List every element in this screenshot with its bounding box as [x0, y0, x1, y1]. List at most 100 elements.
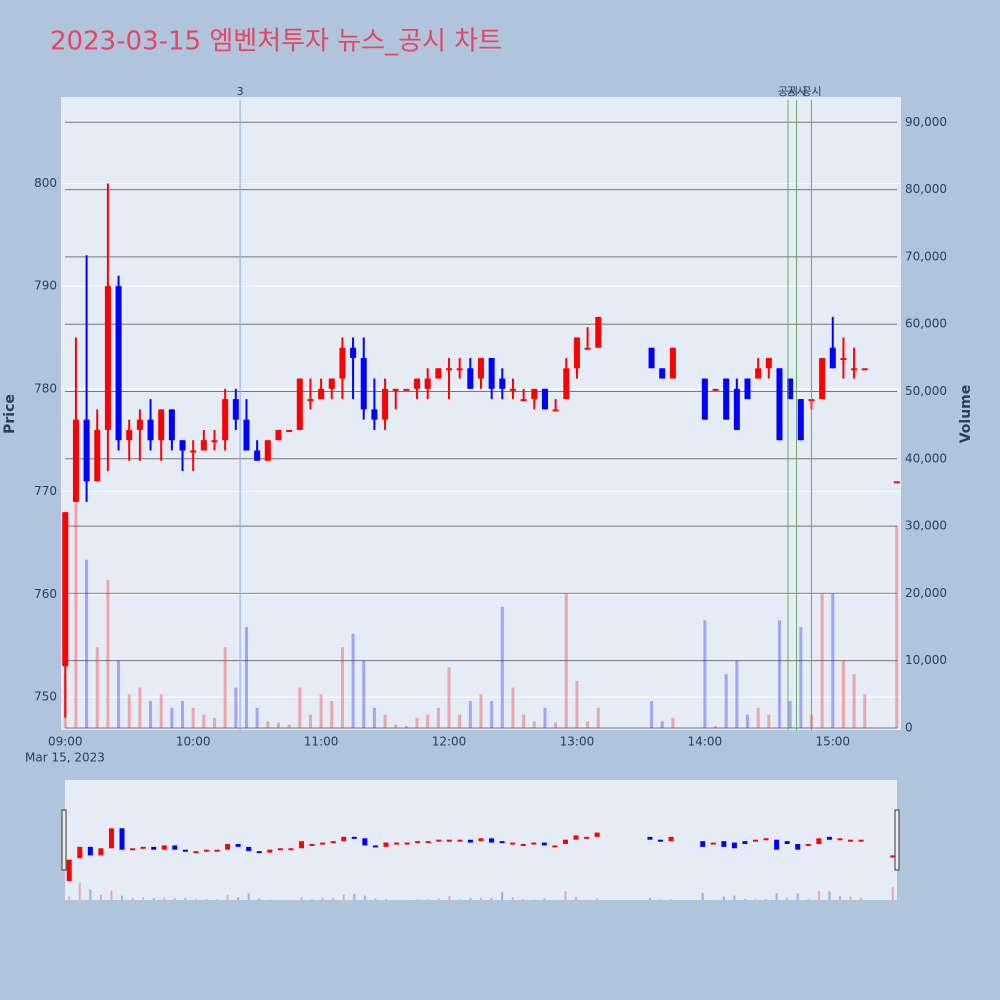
candle-body	[115, 286, 122, 441]
candle-body	[595, 316, 602, 348]
x-tick-label: 15:00	[815, 735, 850, 749]
candle-body	[531, 388, 538, 400]
candle-body	[509, 388, 516, 391]
candle-body	[72, 419, 79, 502]
y2-tick-label: 50,000	[905, 384, 947, 398]
volume-bar	[202, 714, 206, 728]
mini-candle	[267, 849, 273, 853]
mini-volume-bar	[237, 897, 240, 900]
annotation-label: 공시	[801, 85, 821, 98]
mini-volume-bar	[722, 896, 725, 900]
y-tick-label: 750	[34, 690, 57, 704]
mini-candle	[562, 839, 568, 844]
mini-candle	[256, 851, 262, 854]
volume-bar	[394, 724, 398, 728]
mini-volume-bar	[427, 899, 430, 900]
mini-volume-bar	[838, 895, 841, 900]
mini-candle	[531, 842, 537, 845]
volume-bar	[863, 694, 867, 728]
candle-body	[211, 440, 218, 443]
candle-body	[787, 378, 794, 400]
candle-body	[744, 378, 751, 400]
mini-volume-bar	[448, 896, 451, 900]
volume-bar	[117, 660, 121, 728]
candle-body	[499, 378, 506, 389]
mini-volume-bar	[68, 896, 71, 900]
candle-body	[712, 388, 719, 391]
candle-body	[179, 440, 186, 451]
candle-body	[286, 429, 293, 432]
volume-bar	[703, 620, 707, 728]
mini-volume-bar	[796, 893, 799, 900]
y-tick-label: 760	[34, 587, 57, 601]
volume-bar	[511, 687, 515, 728]
x-tick-label: 10:00	[176, 735, 211, 749]
mini-candle	[837, 838, 843, 841]
volume-bar	[362, 660, 366, 728]
y-tick-label: 800	[34, 176, 57, 190]
y2-tick-label: 10,000	[905, 653, 947, 667]
candle-body	[94, 429, 101, 482]
candle-body	[840, 358, 847, 361]
candle-body	[371, 409, 378, 420]
y-tick-label: 770	[34, 484, 57, 498]
mini-candle	[795, 844, 801, 850]
volume-bar	[426, 714, 430, 728]
mini-volume-bar	[321, 897, 324, 900]
mini-volume-bar	[363, 895, 366, 900]
candle-body	[136, 419, 143, 430]
mini-candle	[203, 849, 209, 852]
slider-handle-right[interactable]	[894, 809, 900, 871]
mini-volume-bar	[152, 898, 155, 900]
mini-volume-bar	[131, 897, 134, 900]
volume-bar	[586, 721, 590, 728]
candle-body	[296, 378, 303, 430]
mini-volume-bar	[194, 898, 197, 900]
volume-bar	[543, 707, 547, 728]
candle-body	[723, 378, 730, 420]
y-axis-title: Price	[2, 394, 18, 434]
mini-candle	[721, 841, 727, 847]
candle-body	[403, 388, 410, 391]
volume-bar	[650, 701, 654, 728]
candle-body	[126, 429, 133, 441]
mini-candle	[87, 846, 93, 856]
mini-candle	[172, 845, 178, 850]
volume-bar	[287, 724, 291, 728]
candle-body	[158, 409, 165, 441]
candle-body	[318, 388, 325, 400]
candle-body	[851, 368, 858, 371]
volume-bar	[788, 701, 792, 728]
mini-volume-bar	[353, 893, 356, 900]
mini-volume-bar	[437, 898, 440, 900]
volume-bar	[447, 667, 451, 728]
mini-volume-bar	[701, 893, 704, 900]
candle-body	[755, 368, 762, 379]
mini-candle	[277, 848, 283, 851]
mini-volume-bar	[817, 891, 820, 900]
volume-bar	[372, 707, 376, 728]
candle-body	[275, 429, 282, 441]
mini-volume-bar	[142, 897, 145, 900]
mini-volume-bar	[205, 899, 208, 900]
mini-volume-bar	[247, 893, 250, 900]
mini-volume-bar	[173, 898, 176, 900]
mini-candle	[742, 841, 748, 844]
mini-candle	[478, 838, 484, 842]
candle-body	[83, 419, 90, 482]
volume-bar	[191, 707, 195, 728]
volume-bar	[276, 722, 280, 728]
candle-body	[414, 378, 421, 389]
mini-volume-bar	[184, 898, 187, 900]
volume-bar	[319, 694, 323, 728]
slider-handle-left[interactable]	[61, 809, 67, 871]
volume-bar	[596, 707, 600, 728]
mini-volume-bar	[891, 887, 894, 900]
mini-candle	[573, 835, 579, 840]
volume-bar	[244, 627, 248, 728]
candle-body	[776, 368, 783, 441]
mini-candle	[309, 844, 315, 846]
mini-volume-bar	[384, 899, 387, 900]
mini-candle	[161, 845, 167, 850]
volume-bar	[831, 593, 835, 728]
